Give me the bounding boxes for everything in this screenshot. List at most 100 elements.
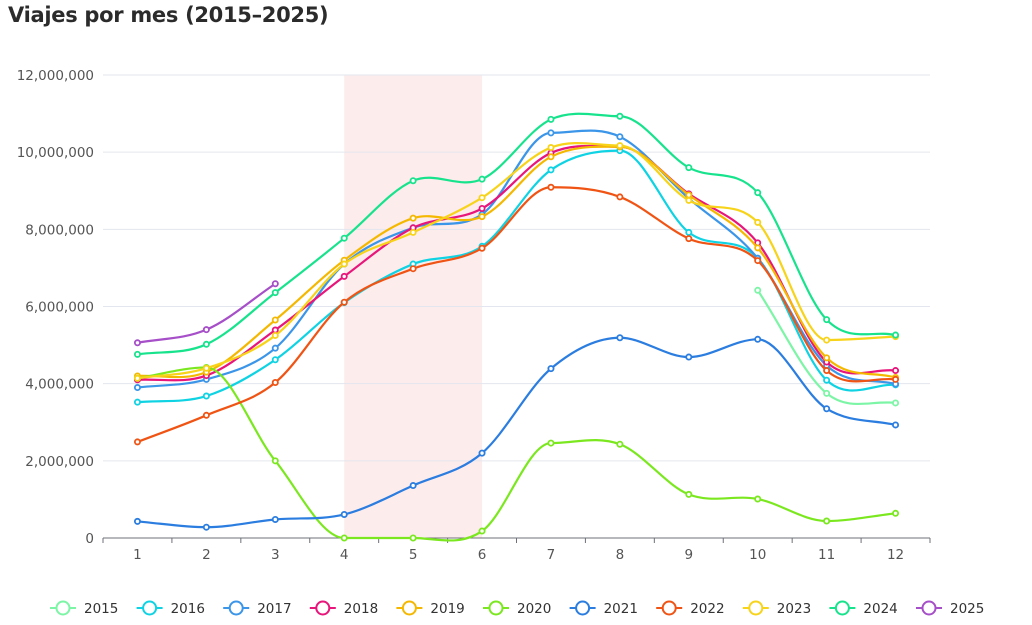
y-tick-label: 6,000,000 <box>25 300 94 316</box>
series-2022 <box>133 183 900 446</box>
x-tick-label: 9 <box>684 547 693 563</box>
data-point-2022 <box>616 193 624 201</box>
x-tick-label: 10 <box>749 547 766 563</box>
x-tick-label: 3 <box>271 547 280 563</box>
legend-item-2020[interactable]: 2020 <box>483 600 551 617</box>
x-tick-label: 7 <box>547 547 556 563</box>
y-tick-label: 4,000,000 <box>25 377 94 393</box>
legend-label-2021: 2021 <box>604 601 638 617</box>
legend-item-2023[interactable]: 2023 <box>742 600 811 617</box>
x-tick-label: 2 <box>202 547 211 563</box>
data-point-2017 <box>547 129 555 137</box>
legend-item-2018[interactable]: 2018 <box>309 600 378 617</box>
data-point-2019 <box>754 244 762 252</box>
data-point-2016 <box>685 228 693 236</box>
data-point-2021 <box>478 449 486 457</box>
data-point-2022 <box>478 244 486 252</box>
x-tick-label: 11 <box>818 547 835 563</box>
data-point-2021 <box>340 510 348 518</box>
x-tick-label: 1 <box>133 547 142 563</box>
data-point-2024 <box>616 112 624 120</box>
axis-layer: 0 2,000,000 4,000,000 6,000,000 8,000,000 10,… <box>17 68 931 563</box>
data-point-2020 <box>478 527 486 535</box>
data-point-2021 <box>685 353 693 361</box>
legend-marker-2021 <box>575 600 591 616</box>
series-2024 <box>133 112 900 358</box>
data-point-2023 <box>685 196 693 204</box>
legend-item-2016[interactable]: 2016 <box>136 600 205 617</box>
series-line-2018 <box>137 144 896 382</box>
legend-item-2025[interactable]: 2025 <box>916 600 984 617</box>
data-point-2020 <box>754 495 762 503</box>
legend-marker-2015 <box>55 600 71 616</box>
legend-label-2016: 2016 <box>171 601 205 617</box>
data-point-2016 <box>202 392 210 400</box>
data-point-2020 <box>823 517 831 525</box>
series-2025 <box>133 280 279 347</box>
legend-item-2021[interactable]: 2021 <box>569 600 638 617</box>
legend-label-2022: 2022 <box>690 601 724 617</box>
legend-marker-2017 <box>228 600 244 616</box>
data-point-2024 <box>823 316 831 324</box>
data-point-2024 <box>271 289 279 297</box>
legend-label-2020: 2020 <box>517 601 551 617</box>
data-point-2022 <box>271 379 279 387</box>
data-point-2021 <box>616 334 624 342</box>
data-point-2023 <box>202 364 210 372</box>
data-point-2024 <box>754 189 762 197</box>
series-line-2025 <box>137 282 276 344</box>
data-point-2019 <box>409 214 417 222</box>
data-point-2022 <box>892 375 900 383</box>
data-point-2021 <box>271 515 279 523</box>
legend-marker-2023 <box>748 600 764 616</box>
data-point-2021 <box>823 405 831 413</box>
legend-item-2022[interactable]: 2022 <box>656 600 725 617</box>
data-point-2024 <box>409 177 417 185</box>
data-point-2017 <box>616 133 624 141</box>
series-2021 <box>133 334 900 531</box>
data-point-2025 <box>271 280 279 288</box>
data-point-2022 <box>685 235 693 243</box>
legend-label-2017: 2017 <box>257 601 291 617</box>
x-tick-label: 4 <box>340 547 349 563</box>
data-point-2019 <box>478 213 486 221</box>
data-point-2022 <box>202 411 210 419</box>
data-point-2023 <box>616 142 624 150</box>
legend-label-2025: 2025 <box>950 601 984 617</box>
series-2015 <box>754 286 900 407</box>
legend-marker-2024 <box>834 600 850 616</box>
data-point-2024 <box>478 175 486 183</box>
legend-item-2019[interactable]: 2019 <box>396 600 465 617</box>
legend: 2015 2016 2017 2018 2019 2020 2021 2022 2023 2024… <box>50 600 984 617</box>
chart-title: Viajes por mes (2015–2025) <box>8 3 329 27</box>
series-line-2024 <box>137 112 896 356</box>
data-point-2023 <box>271 331 279 339</box>
data-point-2016 <box>547 166 555 174</box>
legend-marker-2025 <box>921 600 937 616</box>
data-point-2021 <box>892 421 900 429</box>
data-point-2022 <box>754 257 762 265</box>
legend-label-2023: 2023 <box>777 601 811 617</box>
data-point-2024 <box>202 340 210 348</box>
data-point-2019 <box>823 354 831 362</box>
legend-marker-2018 <box>315 600 331 616</box>
series-line-2021 <box>137 336 896 529</box>
x-tick-label: 8 <box>616 547 625 563</box>
legend-item-2017[interactable]: 2017 <box>223 600 292 617</box>
legend-label-2018: 2018 <box>344 601 378 617</box>
data-point-2018 <box>271 326 279 334</box>
legend-item-2024[interactable]: 2024 <box>829 600 898 617</box>
legend-item-2015[interactable]: 2015 <box>50 600 118 617</box>
data-point-2022 <box>340 298 348 306</box>
data-point-2020 <box>271 457 279 465</box>
data-point-2023 <box>547 144 555 152</box>
data-point-2021 <box>133 517 141 525</box>
data-point-2024 <box>340 234 348 242</box>
data-point-2021 <box>202 523 210 531</box>
y-tick-label: 8,000,000 <box>25 222 94 238</box>
data-point-2020 <box>616 440 624 448</box>
data-point-2024 <box>547 115 555 123</box>
data-point-2024 <box>685 164 693 172</box>
data-point-2020 <box>547 439 555 447</box>
data-point-2018 <box>478 204 486 212</box>
